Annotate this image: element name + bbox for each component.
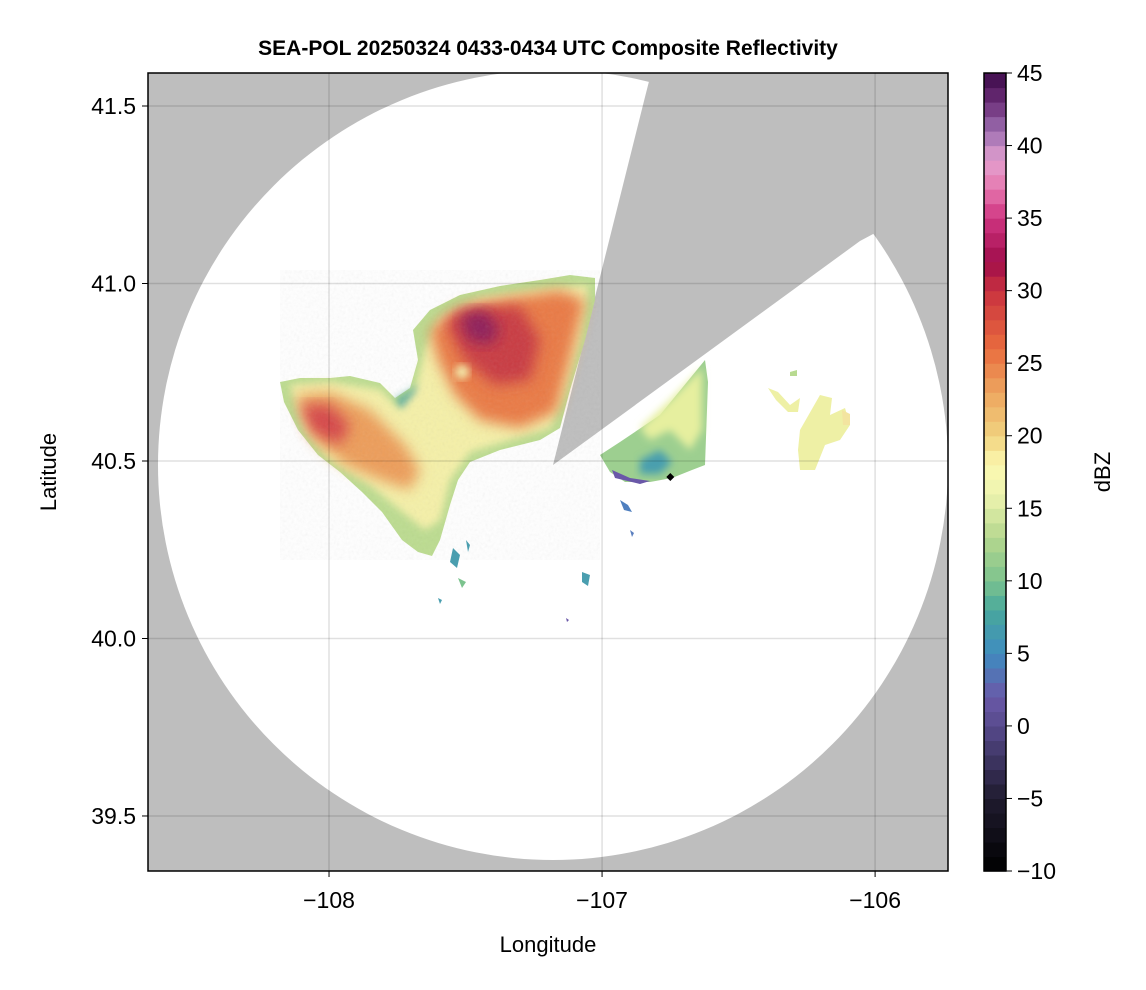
colorbar-bin	[984, 392, 1006, 408]
radar-marker	[666, 472, 675, 481]
colorbar-bin	[984, 421, 1006, 437]
colorbar-bin	[984, 116, 1006, 132]
colorbar-label: dBZ	[1090, 452, 1115, 492]
y-tick-label: 41.5	[91, 93, 136, 119]
colorbar-bin	[984, 87, 1006, 103]
colorbar-bin	[984, 856, 1006, 872]
x-tick-label: −106	[849, 887, 901, 913]
colorbar-bin	[984, 812, 1006, 829]
colorbar-bin	[984, 667, 1006, 683]
grid-lines	[148, 73, 948, 871]
colorbar-tick-label: 20	[1017, 423, 1043, 449]
colorbar	[984, 73, 1006, 872]
echo-scattered-cells	[438, 500, 634, 622]
colorbar-tick-label: 25	[1017, 350, 1043, 376]
plot-area	[148, 73, 948, 871]
colorbar-bin	[984, 102, 1006, 118]
x-axis: −108 −107 −106	[303, 871, 901, 913]
colorbar-bin	[984, 522, 1006, 538]
colorbar-tick-label: −10	[1017, 858, 1056, 884]
colorbar-bin	[984, 537, 1006, 553]
echo-east-cell	[600, 360, 708, 484]
colorbar-tick-label: 30	[1017, 278, 1043, 304]
echo-far-east-cells	[768, 370, 850, 470]
colorbar-bin	[984, 493, 1006, 509]
y-axis-label: Latitude	[36, 433, 61, 511]
colorbar-bin	[984, 783, 1006, 800]
colorbar-bin	[984, 624, 1006, 640]
colorbar-bin	[984, 247, 1006, 263]
colorbar-bin	[984, 725, 1006, 742]
axes-frame	[147, 72, 949, 872]
colorbar-bin	[984, 435, 1006, 451]
chart-title: SEA-POL 20250324 0433-0434 UTC Composite…	[258, 37, 838, 60]
colorbar-bin	[984, 508, 1006, 524]
colorbar-bin	[984, 363, 1006, 379]
colorbar-bin	[984, 566, 1006, 582]
colorbar-bin	[984, 711, 1006, 727]
colorbar-bin	[984, 189, 1006, 205]
colorbar-bin	[984, 682, 1006, 698]
colorbar-tick-label: 5	[1017, 640, 1030, 666]
colorbar-tick-label: 45	[1017, 60, 1043, 86]
y-tick-label: 39.5	[91, 803, 136, 829]
colorbar-bin	[984, 232, 1006, 248]
colorbar-bin	[984, 218, 1006, 234]
x-tick-label: −107	[576, 887, 628, 913]
colorbar-bin	[984, 696, 1006, 712]
colorbar-bin	[984, 261, 1006, 277]
colorbar-bin	[984, 334, 1006, 350]
colorbar-bin	[984, 319, 1006, 335]
colorbar-bin	[984, 609, 1006, 625]
colorbar-bin	[984, 798, 1006, 814]
colorbar-bin	[984, 551, 1006, 567]
colorbar-tick-label: 40	[1017, 133, 1043, 159]
echo-west-cell	[280, 270, 600, 560]
colorbar-bin	[984, 479, 1006, 495]
colorbar-bin	[984, 580, 1006, 596]
y-axis: 39.5 40.0 40.5 41.0 41.5	[91, 93, 148, 829]
colorbar-bin	[984, 841, 1006, 858]
colorbar-bin	[984, 595, 1006, 611]
y-tick-label: 41.0	[91, 271, 136, 297]
colorbar-ticks: −10 −5 0 5 10 15 20 25 30 35 40 45	[1006, 60, 1056, 884]
x-tick-label: −108	[303, 887, 355, 913]
y-tick-label: 40.5	[91, 448, 136, 474]
colorbar-bin	[984, 73, 1006, 89]
colorbar-tick-label: 35	[1017, 205, 1043, 231]
colorbar-bin	[984, 827, 1006, 843]
colorbar-bin	[984, 131, 1006, 147]
colorbar-bin	[984, 653, 1006, 669]
y-tick-label: 40.0	[91, 625, 136, 651]
colorbar-bin	[984, 740, 1006, 756]
colorbar-bin	[984, 638, 1006, 654]
diamond-marker-icon	[666, 472, 675, 481]
colorbar-tick-label: 10	[1017, 568, 1043, 594]
colorbar-bin	[984, 290, 1006, 306]
colorbar-bin	[984, 145, 1006, 161]
colorbar-bin	[984, 769, 1006, 785]
colorbar-tick-label: 15	[1017, 495, 1043, 521]
colorbar-frame	[983, 72, 1007, 872]
colorbar-tick-label: −5	[1017, 785, 1043, 811]
colorbar-bin	[984, 464, 1006, 480]
colorbar-bin	[984, 160, 1006, 176]
colorbar-bin	[984, 174, 1006, 190]
x-axis-label: Longitude	[500, 932, 597, 957]
blocked-sector	[553, 73, 948, 465]
colorbar-bin	[984, 377, 1006, 393]
colorbar-bin	[984, 203, 1006, 219]
colorbar-tick-label: 0	[1017, 713, 1030, 739]
colorbar-bin	[984, 450, 1006, 466]
colorbar-bin	[984, 305, 1006, 321]
colorbar-bin	[984, 348, 1006, 364]
colorbar-bin	[984, 276, 1006, 292]
colorbar-bin	[984, 754, 1006, 771]
colorbar-bin	[984, 406, 1006, 422]
